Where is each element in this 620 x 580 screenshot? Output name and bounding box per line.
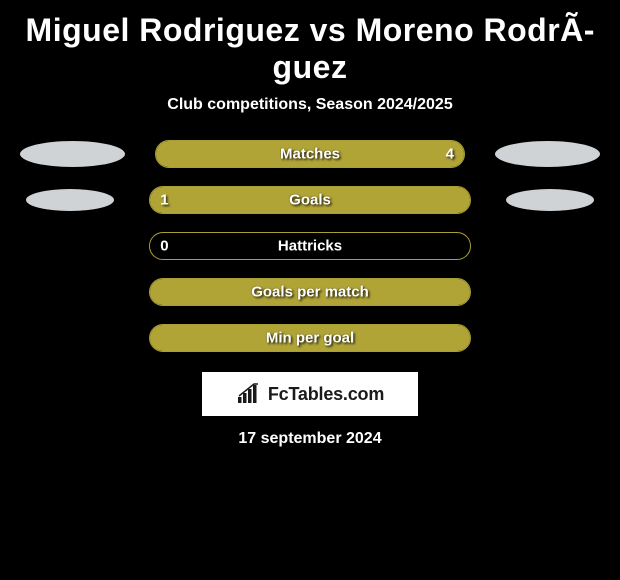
stat-bar: Goals 1 — [149, 186, 471, 214]
stat-label: Matches — [280, 146, 340, 163]
player-ellipse-left — [20, 141, 125, 167]
stat-row: Matches 4 — [20, 140, 600, 168]
left-side — [20, 324, 119, 352]
stat-row: Goals 1 — [20, 186, 600, 214]
stat-value-left: 1 — [160, 192, 168, 209]
stat-value-left: 0 — [160, 238, 168, 255]
bar-chart-icon — [236, 383, 262, 405]
left-side — [20, 140, 125, 168]
branding-box: FcTables.com — [202, 372, 418, 416]
stat-rows: Matches 4 Goals 1 Hattricks 0 Goals per match M… — [0, 140, 620, 352]
stat-label: Hattricks — [278, 238, 342, 255]
stat-row: Goals per match — [20, 278, 600, 306]
date-text: 17 september 2024 — [0, 416, 620, 448]
stat-label: Goals — [289, 192, 331, 209]
stat-value-right: 4 — [446, 146, 454, 163]
stat-label: Goals per match — [251, 284, 369, 301]
stat-label: Min per goal — [266, 330, 354, 347]
stat-row: Min per goal — [20, 324, 600, 352]
page-title: Miguel Rodriguez vs Moreno RodrÃ­guez — [0, 0, 620, 90]
player-ellipse-right — [506, 189, 594, 211]
subtitle: Club competitions, Season 2024/2025 — [0, 90, 620, 140]
left-side — [20, 232, 119, 260]
right-side — [495, 140, 600, 168]
player-ellipse-left — [26, 189, 114, 211]
left-side — [20, 278, 119, 306]
branding-text: FcTables.com — [268, 384, 384, 405]
stat-bar: Matches 4 — [155, 140, 465, 168]
right-side — [501, 186, 600, 214]
stat-bar: Hattricks 0 — [149, 232, 471, 260]
stat-bar: Goals per match — [149, 278, 471, 306]
right-side — [501, 232, 600, 260]
player-ellipse-right — [495, 141, 600, 167]
stat-row: Hattricks 0 — [20, 232, 600, 260]
left-side — [20, 186, 119, 214]
right-side — [501, 324, 600, 352]
right-side — [501, 278, 600, 306]
stat-bar: Min per goal — [149, 324, 471, 352]
